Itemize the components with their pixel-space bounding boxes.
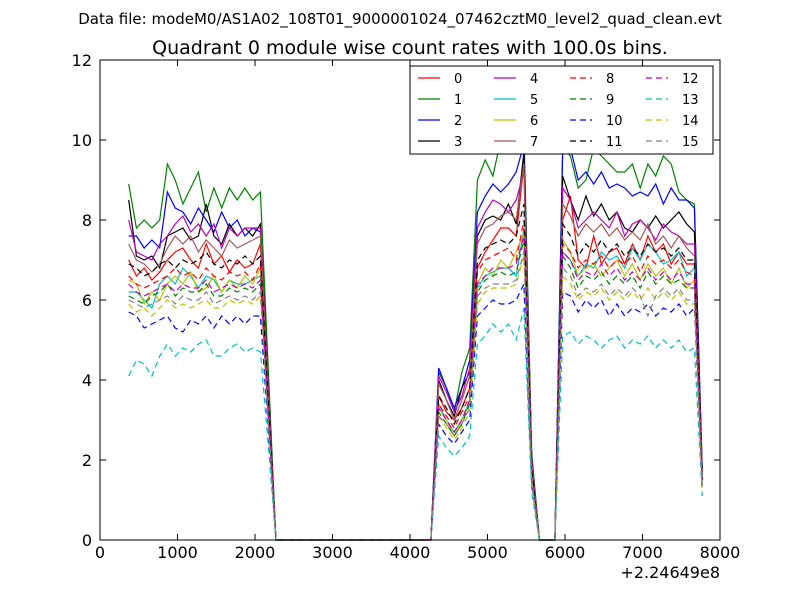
series-line-14	[128, 255, 703, 541]
x-offset-label: +2.24649e8	[620, 563, 720, 582]
x-tick-label: 8000	[700, 543, 741, 562]
legend-label-1: 1	[454, 93, 462, 108]
legend-label-4: 4	[530, 72, 538, 87]
series-line-11	[128, 203, 703, 541]
chart-title: Quadrant 0 module wise count rates with …	[152, 37, 668, 59]
legend-label-6: 6	[530, 114, 538, 129]
y-tick-label: 6	[82, 291, 92, 310]
legend-label-5: 5	[530, 93, 538, 108]
legend-label-3: 3	[454, 135, 462, 150]
x-tick-label: 7000	[622, 543, 663, 562]
series-line-3	[128, 151, 703, 541]
legend-box	[409, 65, 714, 155]
legend-label-2: 2	[454, 114, 462, 129]
series-line-10	[128, 283, 703, 541]
series-line-5	[128, 227, 703, 541]
series-line-13	[128, 307, 703, 541]
x-tick-label: 3000	[312, 543, 353, 562]
series-line-12	[128, 235, 703, 541]
series-line-0	[128, 163, 703, 541]
x-tick-label: 2000	[235, 543, 276, 562]
series-line-6	[128, 231, 703, 541]
y-tick-label: 12	[72, 51, 92, 70]
series-line-7	[128, 163, 703, 541]
legend-label-14: 14	[682, 114, 699, 129]
series-line-15	[128, 251, 703, 541]
legend-label-13: 13	[682, 93, 699, 108]
legend-label-9: 9	[606, 93, 614, 108]
legend-label-8: 8	[606, 72, 614, 87]
legend-label-11: 11	[606, 135, 623, 150]
x-tick-label: 1000	[157, 543, 198, 562]
series-line-1	[128, 130, 703, 541]
plot-lines	[128, 130, 703, 541]
y-tick-label: 0	[82, 531, 92, 550]
legend-label-7: 7	[530, 135, 538, 150]
legend-label-15: 15	[682, 135, 699, 150]
series-line-4	[128, 171, 703, 541]
legend-label-12: 12	[682, 72, 699, 87]
legend-label-0: 0	[454, 72, 462, 87]
y-tick-label: 10	[72, 131, 92, 150]
x-tick-label: 4000	[390, 543, 431, 562]
axis-ticks: 0 1000 2000 3000 4000 5000 6000 7000 80000246810…	[72, 51, 741, 562]
y-tick-label: 8	[82, 211, 92, 230]
x-tick-label: 5000	[467, 543, 508, 562]
series-line-2	[128, 143, 703, 541]
x-tick-label: 0	[95, 543, 105, 562]
y-tick-label: 2	[82, 451, 92, 470]
chart-suptitle: Data file: modeM0/AS1A02_108T01_90000010…	[78, 10, 722, 29]
x-tick-label: 6000	[545, 543, 586, 562]
series-line-8	[128, 219, 703, 541]
series-line-9	[128, 239, 703, 541]
y-tick-label: 4	[82, 371, 92, 390]
legend-label-10: 10	[606, 114, 623, 129]
